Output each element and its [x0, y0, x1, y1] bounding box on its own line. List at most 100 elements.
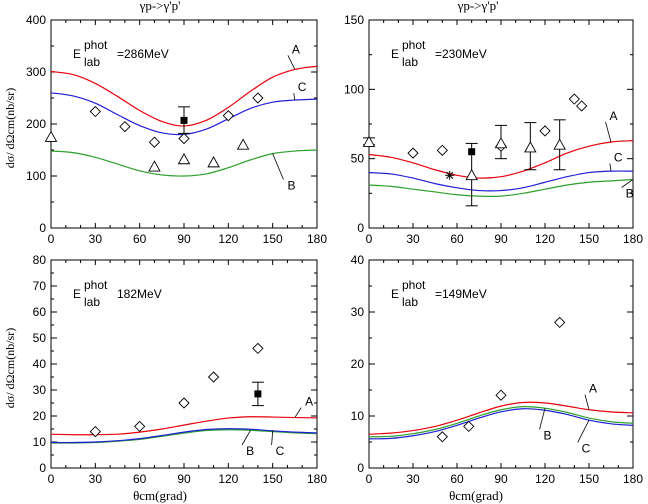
y-tick-label: 100: [26, 169, 46, 183]
y-axis-label-bottom: dσ/ dΩcm(nb/sr): [3, 328, 17, 408]
energy-label-prefix: E: [391, 47, 399, 61]
x-tick-label: 180: [623, 472, 643, 486]
data-point-triangle: [44, 130, 58, 142]
x-tick-label: 30: [89, 232, 103, 246]
y-tick-label: 0: [357, 461, 364, 475]
y-tick-label: 200: [26, 117, 46, 131]
y-tick-label: 70: [33, 279, 47, 293]
y-tick-label: 0: [39, 461, 46, 475]
curve-label-leader: [293, 93, 296, 101]
curve-label-leader: [271, 430, 274, 446]
curve-label-leader: [294, 407, 302, 418]
x-tick-label: 180: [307, 232, 327, 246]
energy-label-sup: phot: [84, 38, 108, 52]
energy-label-value: =230MeV: [435, 47, 487, 61]
data-point-star: [445, 170, 455, 180]
data-point-triangle: [148, 160, 161, 172]
curve-label-C: C: [614, 150, 623, 164]
y-tick-label: 20: [351, 357, 365, 371]
x-tick-label: 90: [177, 232, 191, 246]
curve-label-C: C: [298, 80, 307, 94]
energy-label-sup: phot: [402, 278, 426, 292]
curve-label-leader: [272, 153, 284, 180]
data-point-diamond: [148, 136, 161, 148]
series-line-C: [51, 428, 317, 444]
energy-label-prefix: E: [73, 287, 81, 301]
curve-label-leader: [577, 419, 590, 443]
x-tick-label: 120: [535, 232, 555, 246]
curve-label-leader: [539, 408, 546, 430]
x-tick-label: 60: [133, 472, 147, 486]
curve-label-leader: [584, 394, 590, 410]
y-tick-label: 50: [33, 331, 47, 345]
energy-label-value: 182MeV: [117, 287, 162, 301]
curve-label-leader: [241, 430, 251, 446]
x-tick-label: 150: [579, 232, 599, 246]
energy-label-value: =286MeV: [117, 47, 169, 61]
x-tick-label: 120: [535, 472, 555, 486]
x-tick-label: 150: [579, 472, 599, 486]
data-point-diamond: [252, 92, 264, 104]
data-point-diamond: [178, 397, 190, 409]
curve-label-B: B: [246, 444, 254, 458]
y-tick-label: 30: [33, 383, 47, 397]
data-point-diamond: [252, 342, 264, 355]
series-line-B: [369, 405, 633, 438]
y-tick-label: 60: [33, 305, 47, 319]
data-point-diamond: [407, 147, 419, 159]
data-point-diamond: [89, 105, 101, 118]
curve-label-C: C: [276, 444, 285, 458]
energy-label-sub: lab: [402, 295, 418, 309]
x-tick-label: 60: [133, 232, 147, 246]
data-point-triangle: [362, 135, 376, 147]
y-tick-label: 0: [357, 221, 364, 235]
x-tick-label: 150: [263, 232, 283, 246]
x-tick-label: 0: [366, 232, 373, 246]
x-tick-label: 0: [366, 472, 373, 486]
curve-label-B: B: [544, 428, 552, 442]
curve-label-C: C: [582, 441, 591, 455]
data-point-triangle: [207, 156, 220, 168]
x-tick-label: 90: [494, 232, 508, 246]
x-tick-label: 150: [263, 472, 283, 486]
data-point-diamond: [222, 110, 234, 122]
series-line-A: [369, 140, 633, 179]
panel-2-title: γp->γ'p': [457, 0, 499, 13]
y-tick-label: 40: [351, 253, 365, 267]
x-axis-label-right: θcm(grad): [449, 488, 503, 503]
data-point-triangle: [553, 138, 566, 150]
x-tick-label: 0: [48, 232, 55, 246]
energy-label-sup: phot: [84, 278, 108, 292]
data-point-diamond: [89, 425, 101, 438]
y-tick-label: 300: [26, 65, 46, 79]
curve-label-A: A: [292, 42, 300, 56]
energy-label-sub: lab: [84, 55, 100, 69]
data-point-diamond: [539, 125, 551, 137]
data-point-square: [180, 116, 188, 124]
energy-label-prefix: E: [73, 47, 81, 61]
y-tick-label: 40: [33, 357, 47, 371]
data-point-diamond: [554, 316, 566, 329]
data-point-triangle: [494, 136, 508, 149]
curve-label-leader: [609, 163, 612, 172]
data-point-triangle: [236, 138, 250, 150]
curve-label-leader: [621, 179, 634, 188]
y-tick-label: 100: [344, 82, 364, 96]
panel-1-title: γp->γ'p': [139, 0, 181, 13]
data-point-diamond: [436, 431, 448, 443]
x-tick-label: 30: [406, 232, 420, 246]
y-tick-label: 30: [351, 305, 365, 319]
data-point-diamond: [463, 420, 475, 433]
series-line-C: [369, 170, 633, 192]
data-point-diamond: [134, 420, 146, 433]
data-point-diamond: [178, 132, 190, 145]
data-point-triangle: [177, 152, 191, 165]
series-line-B: [369, 178, 633, 197]
x-tick-label: 60: [450, 232, 464, 246]
x-tick-label: 180: [623, 232, 643, 246]
y-tick-label: 400: [26, 13, 46, 27]
data-point-triangle: [465, 168, 478, 181]
